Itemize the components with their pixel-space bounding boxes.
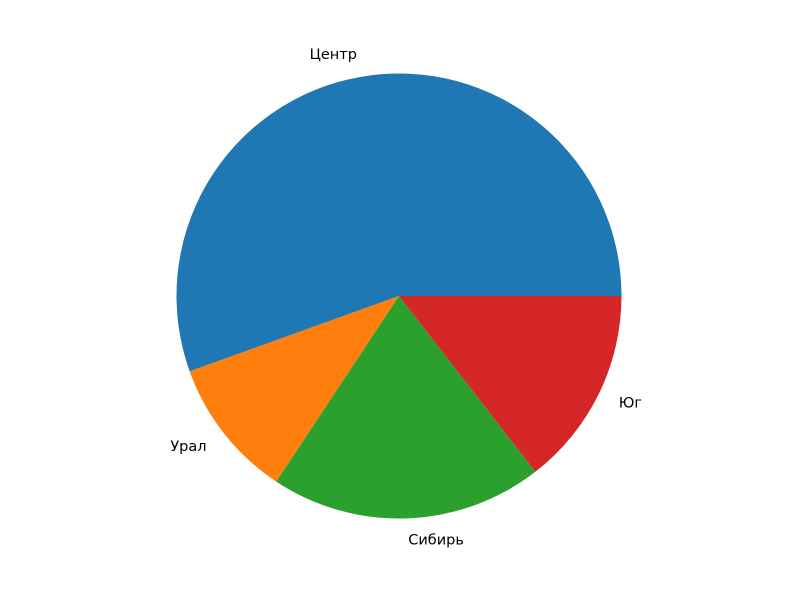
pie-slice-label-2: Урал [170,439,206,455]
pie-slice-2 [189,296,399,482]
pie-slice-4 [399,296,622,472]
pie-slice-3 [276,296,536,519]
pie-slice-label-4: Юг [619,396,642,412]
pie-slice-label-1: Центр [310,47,357,63]
pie-slice-1 [176,73,622,372]
pie-slice-label-3: Сибирь [408,533,464,549]
